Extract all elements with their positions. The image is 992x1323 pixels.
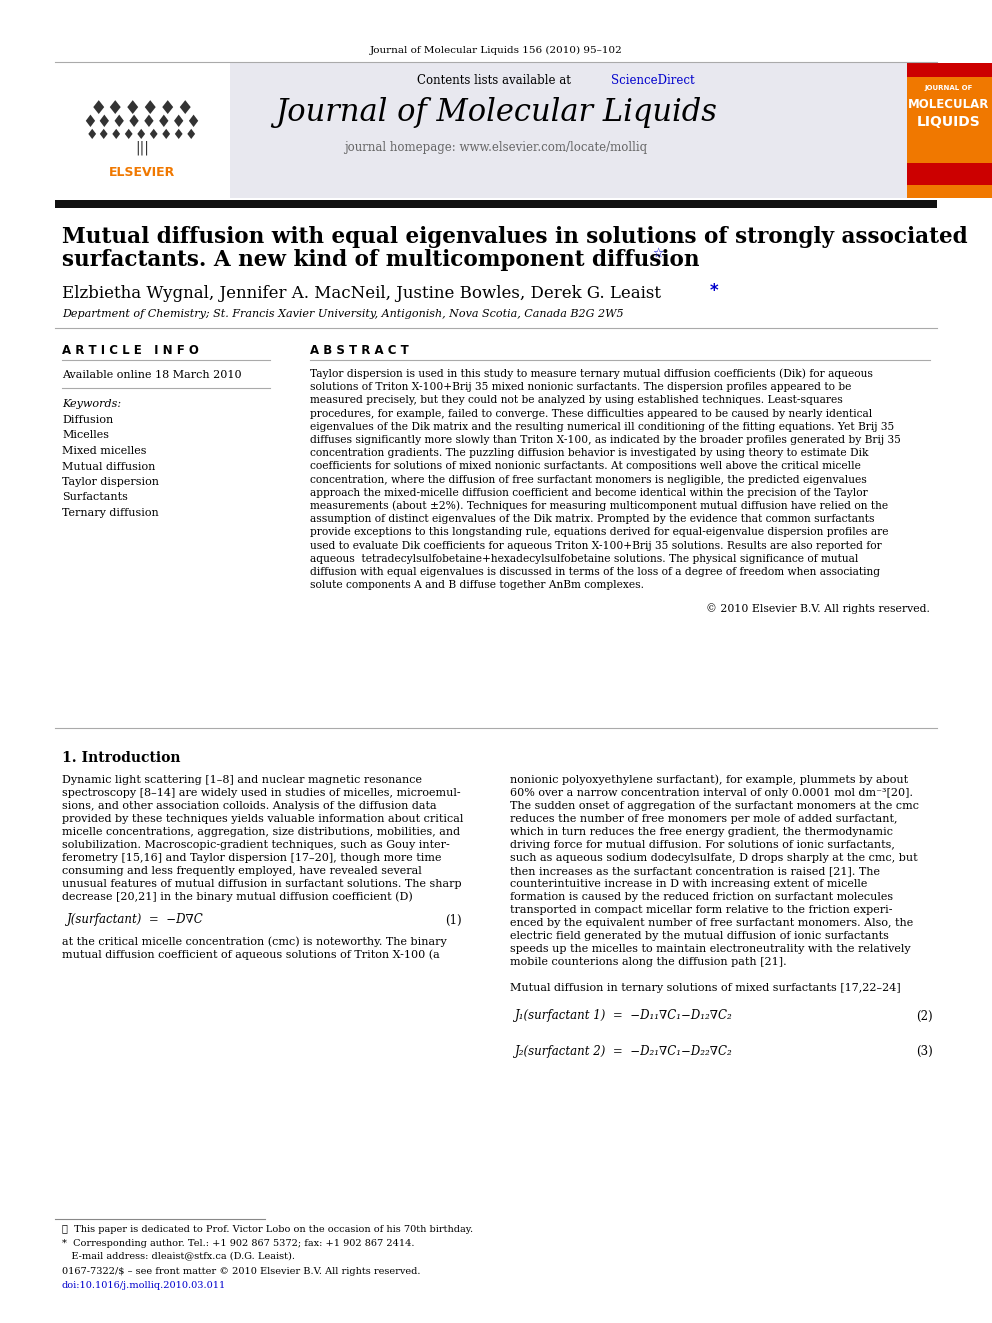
Text: solubilization. Macroscopic-gradient techniques, such as Gouy inter-: solubilization. Macroscopic-gradient tec… [62,840,449,849]
Text: (1): (1) [445,913,462,926]
Text: 60% over a narrow concentration interval of only 0.0001 mol dm⁻³[20].: 60% over a narrow concentration interval… [510,789,913,798]
Text: The sudden onset of aggregation of the surfactant monomers at the cmc: The sudden onset of aggregation of the s… [510,800,919,811]
Text: journal homepage: www.elsevier.com/locate/molliq: journal homepage: www.elsevier.com/locat… [344,142,648,155]
Text: ♦♦♦♦♦♦: ♦♦♦♦♦♦ [89,98,194,118]
Text: procedures, for example, failed to converge. These difficulties appeared to be c: procedures, for example, failed to conve… [310,409,872,418]
Text: LIQUIDS: LIQUIDS [918,115,981,130]
Text: speeds up the micelles to maintain electroneutrality with the relatively: speeds up the micelles to maintain elect… [510,945,911,954]
Text: Diffusion: Diffusion [62,415,113,425]
Text: enced by the equivalent number of free surfactant monomers. Also, the: enced by the equivalent number of free s… [510,918,914,927]
Text: Journal of Molecular Liquids: Journal of Molecular Liquids [275,98,717,128]
Bar [55,200,937,208]
Text: counterintuitive increase in D with increasing extent of micelle: counterintuitive increase in D with incr… [510,878,867,889]
Text: Surfactants: Surfactants [62,492,128,503]
Text: reduces the number of free monomers per mole of added surfactant,: reduces the number of free monomers per … [510,814,898,824]
Text: ♦♦♦♦♦♦♦♦: ♦♦♦♦♦♦♦♦ [82,112,201,131]
Text: © 2010 Elsevier B.V. All rights reserved.: © 2010 Elsevier B.V. All rights reserved… [706,603,930,614]
Text: J(surfactant)  =  −D∇C: J(surfactant) = −D∇C [67,913,203,926]
Text: J₁(surfactant 1)  =  −D₁₁∇C₁−D₁₂∇C₂: J₁(surfactant 1) = −D₁₁∇C₁−D₁₂∇C₂ [515,1009,733,1023]
Text: diffuses significantly more slowly than Triton X-100, as indicated by the broade: diffuses significantly more slowly than … [310,435,901,445]
Text: formation is caused by the reduced friction on surfactant molecules: formation is caused by the reduced frict… [510,892,893,902]
Text: assumption of distinct eigenvalues of the Dik matrix. Prompted by the evidence t: assumption of distinct eigenvalues of th… [310,515,875,524]
Text: Contents lists available at: Contents lists available at [418,74,574,86]
Text: A B S T R A C T: A B S T R A C T [310,344,409,356]
Text: such as aqueous sodium dodecylsulfate, D drops sharply at the cmc, but: such as aqueous sodium dodecylsulfate, D… [510,853,918,863]
Text: Available online 18 March 2010: Available online 18 March 2010 [62,370,242,380]
Text: approach the mixed-micelle diffusion coefficient and become identical within the: approach the mixed-micelle diffusion coe… [310,488,868,497]
Text: provide exceptions to this longstanding rule, equations derived for equal-eigenv: provide exceptions to this longstanding … [310,528,889,537]
Text: mutual diffusion coefficient of aqueous solutions of Triton X-100 (a: mutual diffusion coefficient of aqueous … [62,950,439,960]
Text: ELSEVIER: ELSEVIER [109,167,176,180]
Text: spectroscopy [8–14] are widely used in studies of micelles, microemul-: spectroscopy [8–14] are widely used in s… [62,789,460,798]
Text: A R T I C L E   I N F O: A R T I C L E I N F O [62,344,198,356]
Text: transported in compact micellar form relative to the friction experi-: transported in compact micellar form rel… [510,905,893,916]
Bar [55,64,937,198]
Bar [907,64,992,198]
Text: ferometry [15,16] and Taylor dispersion [17–20], though more time: ferometry [15,16] and Taylor dispersion … [62,853,441,863]
Text: mobile counterions along the diffusion path [21].: mobile counterions along the diffusion p… [510,957,787,967]
Text: consuming and less frequently employed, have revealed several: consuming and less frequently employed, … [62,867,422,876]
Text: measurements (about ±2%). Techniques for measuring multicomponent mutual diffusi: measurements (about ±2%). Techniques for… [310,500,888,511]
Text: (2): (2) [917,1009,933,1023]
Text: MOLECULAR: MOLECULAR [909,98,990,111]
Text: provided by these techniques yields valuable information about critical: provided by these techniques yields valu… [62,814,463,824]
Text: Mutual diffusion with equal eigenvalues in solutions of strongly associated: Mutual diffusion with equal eigenvalues … [62,226,967,247]
Text: diffusion with equal eigenvalues is discussed in terms of the loss of a degree o: diffusion with equal eigenvalues is disc… [310,568,880,577]
Text: which in turn reduces the free energy gradient, the thermodynamic: which in turn reduces the free energy gr… [510,827,893,837]
Text: concentration gradients. The puzzling diffusion behavior is investigated by usin: concentration gradients. The puzzling di… [310,448,869,458]
Text: Elzbietha Wygnal, Jennifer A. MacNeil, Justine Bowles, Derek G. Leaist: Elzbietha Wygnal, Jennifer A. MacNeil, J… [62,286,661,303]
Text: decrease [20,21] in the binary mutual diffusion coefficient (D): decrease [20,21] in the binary mutual di… [62,892,413,902]
Text: used to evaluate Dik coefficients for aqueous Triton X-100+Brij 35 solutions. Re: used to evaluate Dik coefficients for aq… [310,541,882,550]
Text: E-mail address: dleaist@stfx.ca (D.G. Leaist).: E-mail address: dleaist@stfx.ca (D.G. Le… [62,1252,295,1261]
Text: concentration, where the diffusion of free surfactant monomers is negligible, th: concentration, where the diffusion of fr… [310,475,867,484]
Text: *  Corresponding author. Tel.: +1 902 867 5372; fax: +1 902 867 2414.: * Corresponding author. Tel.: +1 902 867… [62,1238,415,1248]
Bar [55,64,230,198]
Text: doi:10.1016/j.molliq.2010.03.011: doi:10.1016/j.molliq.2010.03.011 [62,1281,226,1290]
Text: ☆: ☆ [652,246,664,259]
Text: micelle concentrations, aggregation, size distributions, mobilities, and: micelle concentrations, aggregation, siz… [62,827,460,837]
Text: Department of Chemistry; St. Francis Xavier University, Antigonish, Nova Scotia,: Department of Chemistry; St. Francis Xav… [62,310,624,319]
Text: |||: ||| [135,140,149,155]
Text: JOURNAL OF: JOURNAL OF [925,85,973,91]
Text: solute components A and B diffuse together AnBm complexes.: solute components A and B diffuse togeth… [310,581,644,590]
Text: 1. Introduction: 1. Introduction [62,751,181,765]
Text: solutions of Triton X-100+Brij 35 mixed nonionic surfactants. The dispersion pro: solutions of Triton X-100+Brij 35 mixed … [310,382,851,392]
Text: Keywords:: Keywords: [62,400,121,409]
Text: ♦♦♦♦♦♦♦♦♦: ♦♦♦♦♦♦♦♦♦ [85,128,198,142]
Text: measured precisely, but they could not be analyzed by using established techniqu: measured precisely, but they could not b… [310,396,843,405]
Text: eigenvalues of the Dik matrix and the resulting numerical ill conditioning of th: eigenvalues of the Dik matrix and the re… [310,422,894,431]
Text: ☆  This paper is dedicated to Prof. Victor Lobo on the occasion of his 70th birt: ☆ This paper is dedicated to Prof. Victo… [62,1225,473,1234]
Text: Journal of Molecular Liquids 156 (2010) 95–102: Journal of Molecular Liquids 156 (2010) … [370,45,622,54]
Text: unusual features of mutual diffusion in surfactant solutions. The sharp: unusual features of mutual diffusion in … [62,878,461,889]
Text: then increases as the surfactant concentration is raised [21]. The: then increases as the surfactant concent… [510,867,880,876]
Text: Dynamic light scattering [1–8] and nuclear magnetic resonance: Dynamic light scattering [1–8] and nucle… [62,775,422,785]
Text: at the critical micelle concentration (cmc) is noteworthy. The binary: at the critical micelle concentration (c… [62,937,446,947]
Bar [907,64,992,77]
Text: coefficients for solutions of mixed nonionic surfactants. At compositions well a: coefficients for solutions of mixed noni… [310,462,861,471]
Text: *: * [710,282,718,300]
Text: aqueous  tetradecylsulfobetaine+hexadecylsulfobetaine solutions. The physical si: aqueous tetradecylsulfobetaine+hexadecyl… [310,554,858,564]
Text: Mixed micelles: Mixed micelles [62,446,147,456]
Text: driving force for mutual diffusion. For solutions of ionic surfactants,: driving force for mutual diffusion. For … [510,840,895,849]
Text: nonionic polyoxyethylene surfactant), for example, plummets by about: nonionic polyoxyethylene surfactant), fo… [510,775,908,786]
Text: Taylor dispersion: Taylor dispersion [62,478,159,487]
Text: Ternary diffusion: Ternary diffusion [62,508,159,519]
Text: J₂(surfactant 2)  =  −D₂₁∇C₁−D₂₂∇C₂: J₂(surfactant 2) = −D₂₁∇C₁−D₂₂∇C₂ [515,1044,733,1057]
Text: Mutual diffusion in ternary solutions of mixed surfactants [17,22–24]: Mutual diffusion in ternary solutions of… [510,983,901,994]
Text: Mutual diffusion: Mutual diffusion [62,462,156,471]
Text: Taylor dispersion is used in this study to measure ternary mutual diffusion coef: Taylor dispersion is used in this study … [310,369,873,380]
Text: sions, and other association colloids. Analysis of the diffusion data: sions, and other association colloids. A… [62,800,436,811]
Text: ScienceDirect: ScienceDirect [611,74,694,86]
Bar [907,163,992,185]
Text: Micelles: Micelles [62,430,109,441]
Text: electric field generated by the mutual diffusion of ionic surfactants: electric field generated by the mutual d… [510,931,889,941]
Text: surfactants. A new kind of multicomponent diffusion: surfactants. A new kind of multicomponen… [62,249,699,271]
Text: 0167-7322/$ – see front matter © 2010 Elsevier B.V. All rights reserved.: 0167-7322/$ – see front matter © 2010 El… [62,1267,421,1277]
Text: (3): (3) [917,1044,933,1057]
